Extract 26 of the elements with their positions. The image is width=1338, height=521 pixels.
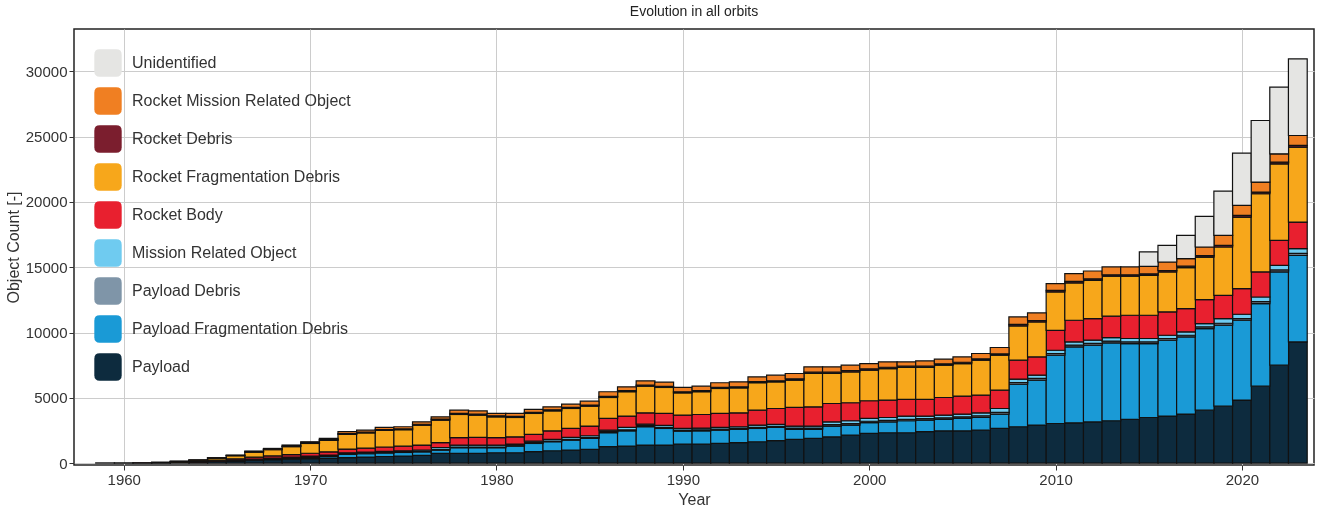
x-tick-label: 1960 <box>107 470 141 488</box>
legend-label: Unidentified <box>132 54 217 71</box>
y-tick-label: 5000 <box>34 389 68 407</box>
legend-label: Rocket Debris <box>132 130 233 147</box>
legend-label: Rocket Fragmentation Debris <box>132 168 341 185</box>
y-tick-label: 30000 <box>25 62 68 80</box>
legend-label: Payload Debris <box>132 282 241 299</box>
legend-label: Rocket Body <box>132 206 223 223</box>
y-tick-label: 15000 <box>25 258 68 276</box>
legend-label: Mission Related Object <box>132 244 298 261</box>
y-tick-label: 20000 <box>25 193 68 211</box>
chart-title: Evolution in all orbits <box>629 3 759 19</box>
legend-label: Rocket Mission Related Object <box>132 92 352 109</box>
legend-label: Payload <box>132 358 190 375</box>
y-axis-title: Object Count [-] <box>4 191 22 304</box>
legend-label: Payload Fragmentation Debris <box>132 320 349 337</box>
x-tick-label: 1980 <box>480 470 514 488</box>
y-tick-label: 0 <box>59 454 68 472</box>
x-axis-title: Year <box>678 490 712 508</box>
y-tick-label: 25000 <box>25 128 68 146</box>
x-tick-label: 2020 <box>1225 470 1260 488</box>
x-tick-label: 2000 <box>852 470 887 488</box>
x-tick-label: 1990 <box>666 470 701 488</box>
y-tick-label: 10000 <box>25 324 68 341</box>
x-tick-label: 1970 <box>293 470 328 488</box>
x-tick-label: 2010 <box>1039 470 1073 488</box>
